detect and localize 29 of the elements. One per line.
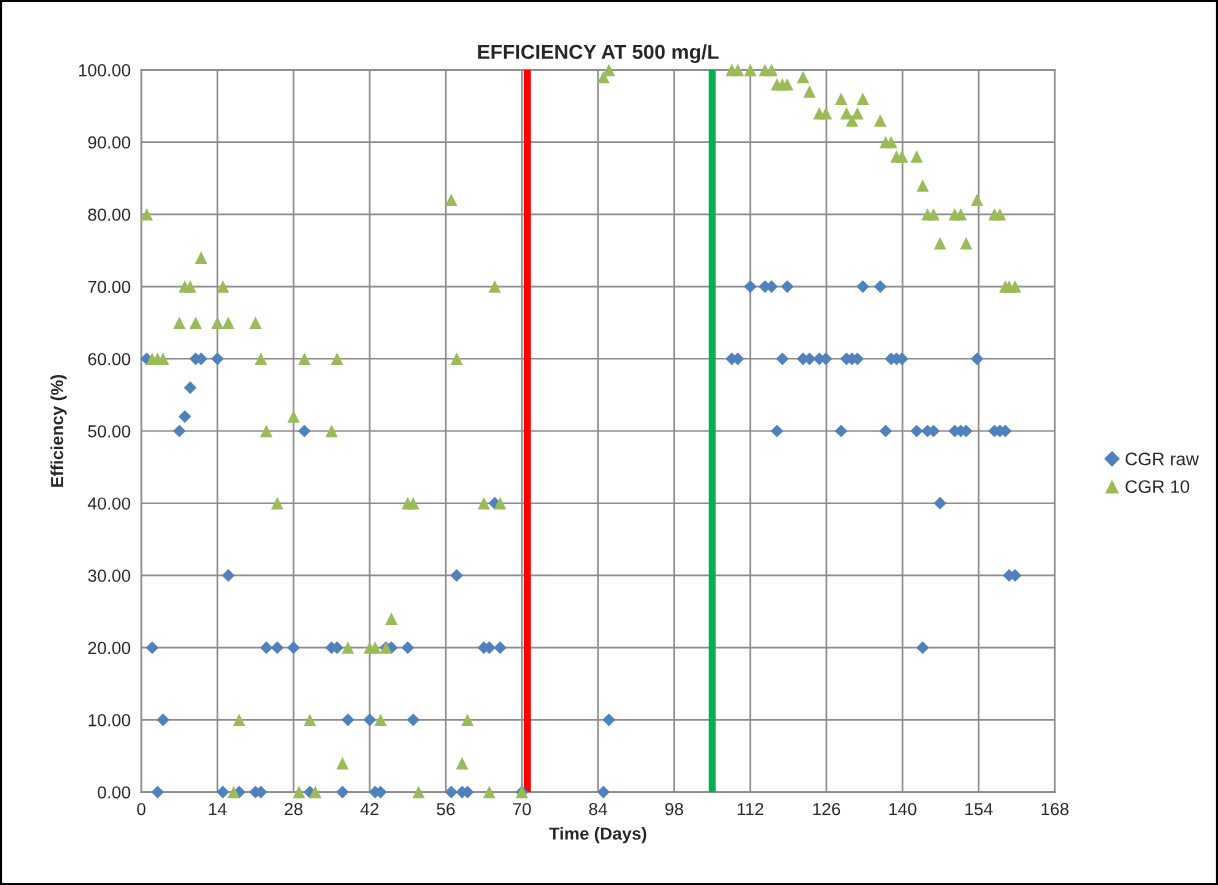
- y-tick-label: 90.00: [88, 136, 131, 149]
- x-tick-label: 126: [813, 802, 841, 816]
- y-tick-label: 0.00: [97, 786, 131, 799]
- x-tick-label: 84: [589, 802, 608, 816]
- x-tick-label: 28: [284, 802, 303, 816]
- y-tick-label: 80.00: [88, 208, 131, 221]
- x-tick-label: 42: [360, 802, 379, 816]
- y-tick-label: 40.00: [87, 497, 131, 510]
- legend-label: CGR raw: [1125, 452, 1199, 466]
- x-tick-label: 0: [137, 802, 146, 816]
- legend-label: CGR 10: [1125, 480, 1190, 493]
- x-tick-label: 56: [436, 802, 455, 816]
- x-tick-label: 14: [209, 803, 227, 816]
- x-tick-label: 112: [737, 802, 764, 816]
- x-tick-label: 154: [965, 803, 993, 816]
- y-tick-label: 70.00: [88, 280, 131, 294]
- x-tick-label: 98: [665, 802, 684, 816]
- x-tick-label: 168: [1041, 802, 1069, 816]
- y-tick-label: 30.00: [88, 569, 131, 582]
- x-tick-label: 70: [513, 802, 531, 816]
- x-tick-label: 140: [889, 802, 917, 816]
- y-tick-label: 50.00: [88, 425, 131, 438]
- y-axis-title: Efficiency (%): [50, 374, 67, 487]
- chart-title: EFFICIENCY AT 500 mg/L: [478, 44, 719, 64]
- y-tick-label: 60.00: [88, 352, 131, 366]
- y-tick-label: 100.00: [79, 64, 131, 77]
- y-tick-label: 10.00: [88, 714, 131, 727]
- x-axis-title: Time (Days): [549, 827, 647, 844]
- y-tick-label: 20.00: [88, 641, 131, 655]
